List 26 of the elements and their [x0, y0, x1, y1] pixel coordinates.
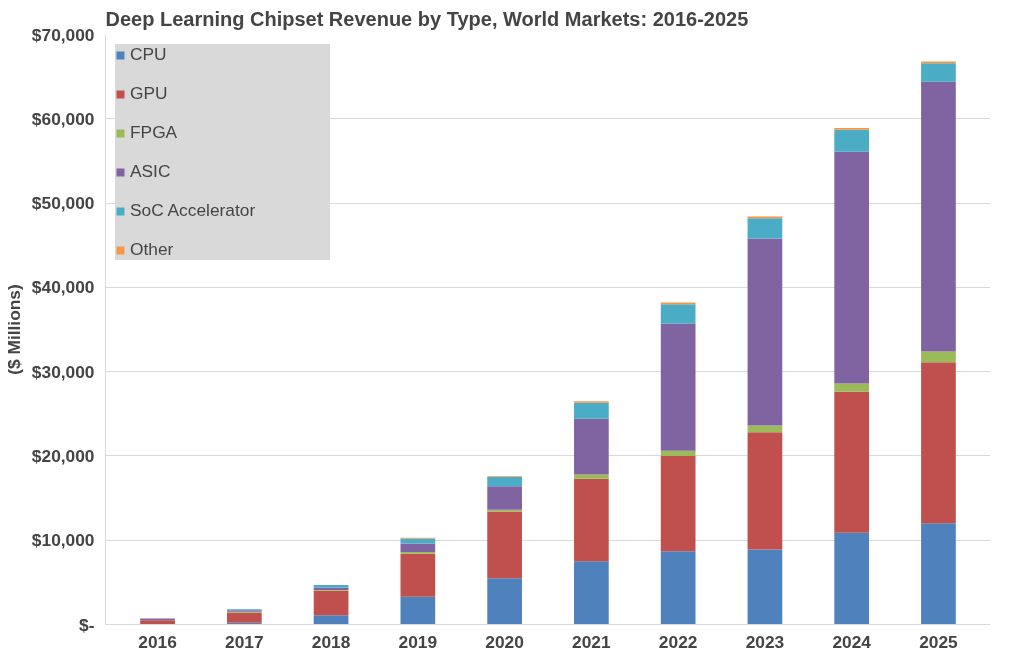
y-tick-label: $50,000	[31, 193, 95, 214]
y-tick-label: $60,000	[31, 108, 95, 129]
x-tick-label: 2017	[225, 631, 264, 652]
x-tick-label: 2016	[138, 631, 178, 652]
x-tick-label: 2020	[485, 631, 524, 652]
y-tick-label: $70,000	[31, 24, 95, 45]
legend-label: ASIC	[130, 161, 172, 182]
legend-label: FPGA	[130, 122, 179, 143]
y-tick-label: $40,000	[31, 277, 95, 298]
x-tick-label: 2021	[572, 631, 612, 652]
legend-label: CPU	[130, 44, 168, 65]
chart-title: Deep Learning Chipset Revenue by Type, World Markets: 2016-2025	[105, 7, 749, 30]
x-tick-label: 2023	[745, 631, 785, 652]
x-tick-label: 2024	[832, 631, 872, 652]
y-tick-label: $-	[79, 614, 95, 635]
legend-label: GPU	[130, 83, 169, 104]
legend-label: Other	[130, 239, 175, 260]
y-tick-label: $10,000	[31, 530, 95, 551]
legend-label: SoC Accelerator	[130, 200, 257, 221]
y-axis-title: ($ Millions)	[3, 284, 24, 375]
x-tick-label: 2018	[311, 631, 351, 652]
x-tick-label: 2019	[398, 631, 438, 652]
x-tick-label: 2022	[658, 631, 698, 652]
y-tick-label: $20,000	[31, 445, 95, 466]
x-tick-label: 2025	[919, 631, 959, 652]
y-tick-label: $30,000	[31, 361, 95, 382]
